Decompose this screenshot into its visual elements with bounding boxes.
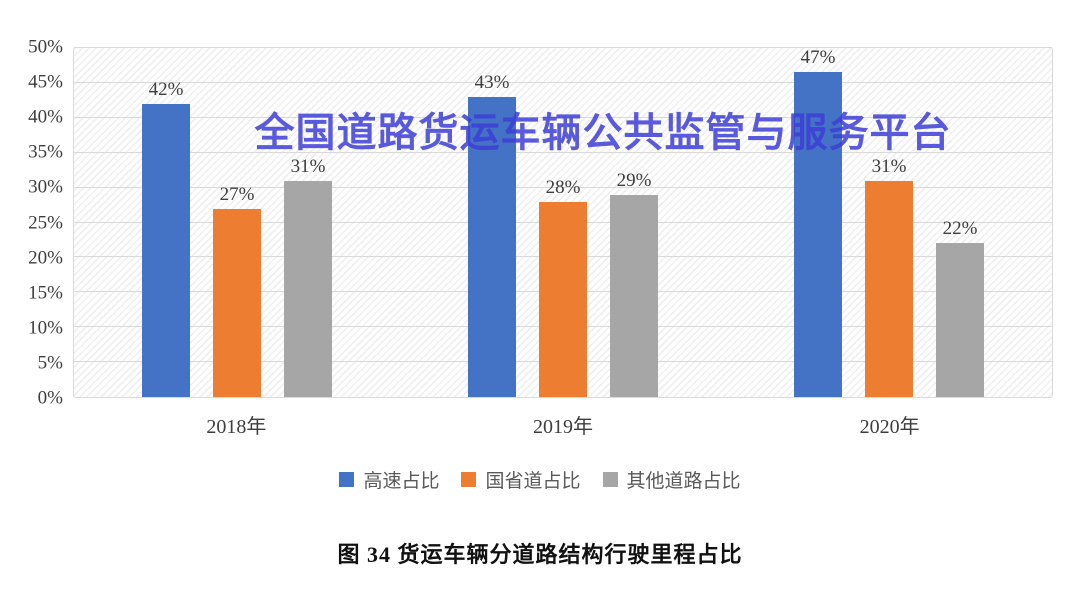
y-tick-label: 50%	[28, 36, 63, 58]
y-tick-label: 40%	[28, 106, 63, 128]
bar-highway-2018	[142, 103, 190, 397]
legend-label: 国省道占比	[485, 471, 581, 492]
y-tick-label: 35%	[28, 141, 63, 163]
legend-item-other-roads: 其他道路占比	[602, 466, 741, 493]
bar-value-label: 22%	[942, 218, 978, 240]
bar-other-roads-2019	[610, 194, 658, 397]
bar-highway-2019	[468, 96, 516, 397]
bar-value-label: 47%	[800, 47, 836, 68]
bar-value-label: 31%	[290, 155, 326, 177]
y-tick-label: 15%	[28, 282, 63, 304]
bar-groups: 42% 27% 31% 43% 28% 29% 47% 31% 22%	[74, 48, 1052, 397]
legend-item-national-provincial-road: 国省道占比	[461, 466, 581, 493]
bar-value-label: 43%	[474, 71, 510, 93]
legend-item-highway: 高速占比	[339, 466, 439, 493]
bar-unit-other-roads-2020: 22%	[936, 48, 984, 397]
x-tick-label: 2020年	[859, 416, 920, 438]
gridline	[74, 116, 1052, 118]
gridline	[74, 47, 1052, 48]
gridline	[74, 81, 1052, 83]
y-tick-label: 0%	[37, 387, 63, 409]
y-tick-label: 20%	[28, 247, 63, 269]
bar-unit-national-provincial-road-2020: 31%	[865, 48, 913, 397]
bar-other-roads-2020	[936, 243, 984, 397]
x-tick-label: 2019年	[533, 416, 593, 438]
bar-group-2019: 43% 28% 29%	[400, 48, 726, 397]
legend-label: 高速占比	[363, 471, 440, 492]
y-axis: 0% 5% 10% 15% 20% 25% 30% 35% 40% 45% 50%	[0, 38, 63, 408]
bar-other-roads-2018	[284, 180, 332, 397]
bar-unit-highway-2020: 47%	[794, 48, 842, 397]
y-tick-label: 45%	[28, 71, 63, 93]
bar-group-2018: 42% 27% 31%	[74, 48, 400, 397]
figure-caption: 图 34 货运车辆分道路结构行驶里程占比	[337, 542, 743, 567]
bar-value-label: 31%	[871, 155, 907, 177]
legend-swatch-icon	[461, 472, 477, 487]
legend: 高速占比 国省道占比 其他道路占比	[0, 466, 1080, 493]
bar-national-provincial-road-2020	[865, 180, 913, 397]
x-tick-label: 2018年	[206, 416, 267, 438]
bar-unit-highway-2018: 42%	[142, 48, 190, 397]
legend-swatch-icon	[339, 472, 355, 487]
gridline	[74, 186, 1052, 188]
bar-highway-2020	[794, 72, 842, 397]
bar-group-2020: 47% 31% 22%	[726, 48, 1052, 397]
bar-value-label: 27%	[219, 183, 255, 205]
legend-swatch-icon	[602, 472, 618, 487]
bar-unit-highway-2019: 43%	[468, 48, 516, 397]
bar-value-label: 29%	[616, 169, 652, 191]
y-tick-label: 25%	[28, 212, 63, 233]
bar-unit-national-provincial-road-2019: 28%	[539, 48, 587, 397]
y-tick-label: 10%	[28, 317, 63, 339]
x-axis: 2018年 2019年 2020年	[73, 410, 1053, 439]
bar-unit-other-roads-2019: 29%	[610, 48, 658, 397]
bar-unit-national-provincial-road-2018: 27%	[213, 48, 261, 397]
y-tick-label: 5%	[37, 352, 63, 374]
bar-value-label: 28%	[545, 176, 581, 198]
bar-national-provincial-road-2019	[539, 201, 587, 397]
bar-value-label: 42%	[148, 78, 184, 100]
bar-unit-other-roads-2018: 31%	[284, 48, 332, 397]
bar-national-provincial-road-2018	[213, 208, 261, 397]
y-tick-label: 30%	[28, 176, 63, 198]
legend-label: 其他道路占比	[626, 471, 741, 492]
plot-area: 42% 27% 31% 43% 28% 29% 47% 31% 22% 全国道路货运车辆公共监管…	[73, 47, 1053, 398]
gridline	[74, 151, 1052, 153]
